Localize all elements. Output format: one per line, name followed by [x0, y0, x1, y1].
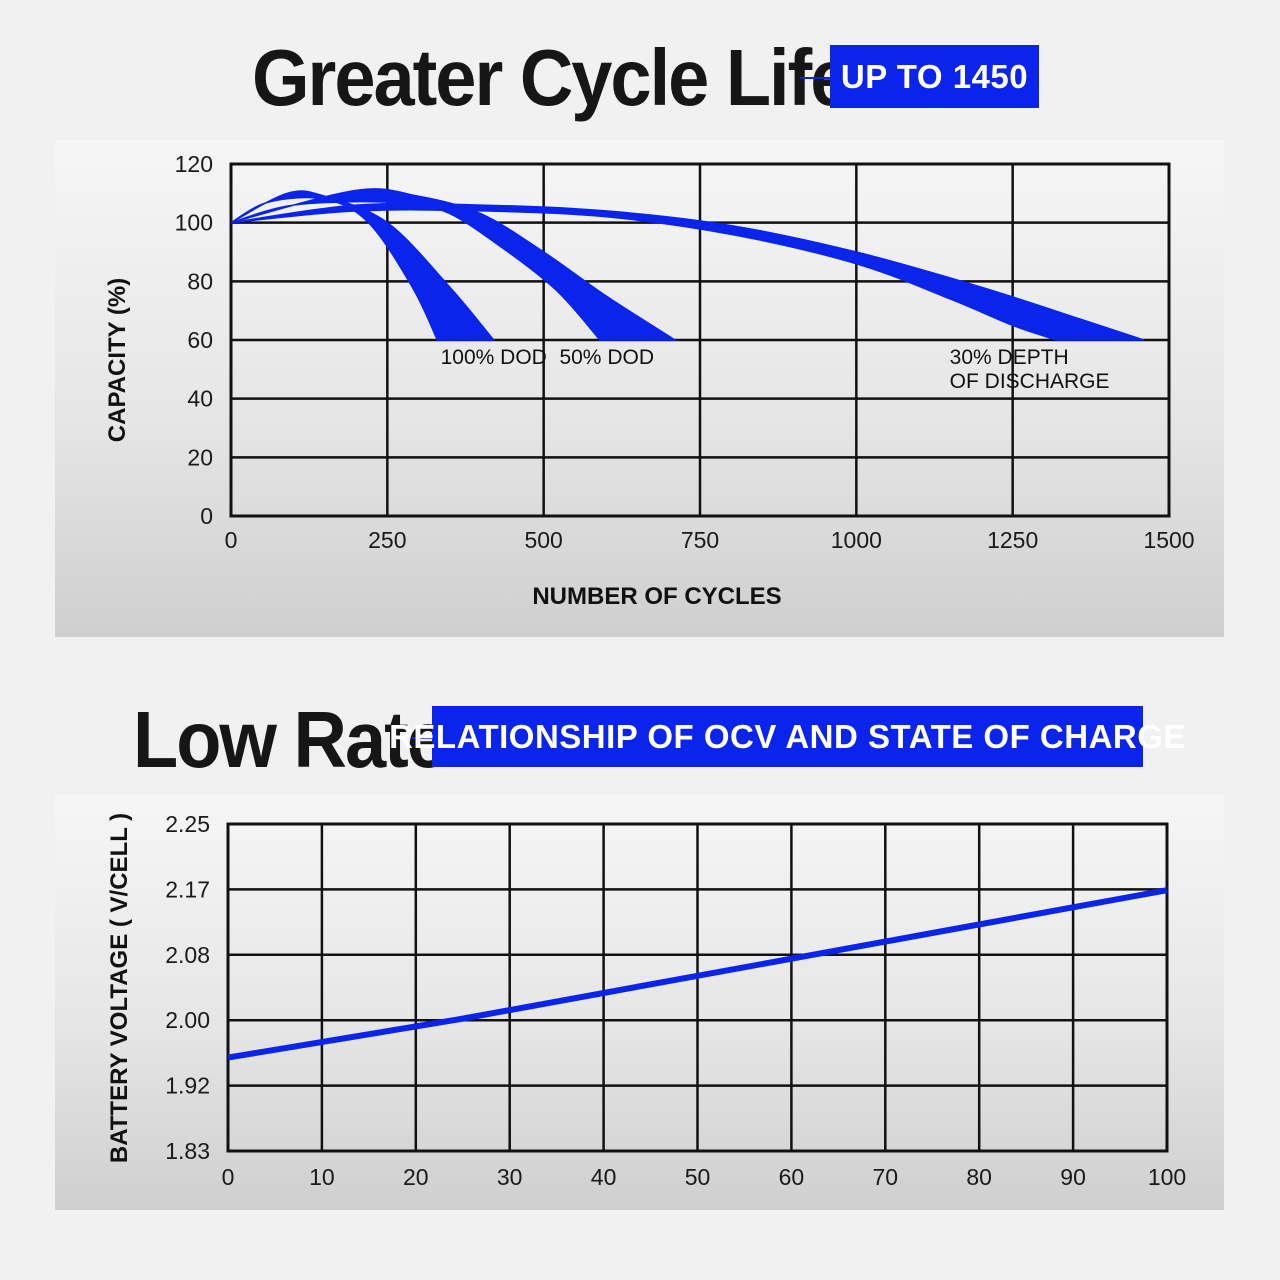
x-tick-label: 20: [403, 1164, 429, 1190]
cycle-life-chart: 0 250 500 750 1000 1250 1500 0 20 40 60 80 100 120 100…: [104, 151, 1195, 610]
y-tick-label: 1.83: [165, 1138, 210, 1164]
y-axis-title: CAPACITY (%): [104, 278, 131, 442]
capacity-band-3: [230, 202, 1145, 341]
ocv-relationship-badge: RELATIONSHIP OF OCV AND STATE OF CHARGE: [389, 706, 1185, 767]
series-annotation: OF DISCHARGE: [950, 370, 1110, 393]
x-tick-label: 60: [779, 1164, 805, 1190]
chart1-title: Greater Cycle Life: [252, 32, 851, 123]
x-tick-label: 80: [966, 1164, 992, 1190]
x-tick-label: 1000: [831, 527, 882, 553]
y-tick-label: 60: [187, 327, 213, 353]
x-tick-label: 10: [309, 1164, 335, 1190]
y-tick-label: 1.92: [165, 1073, 210, 1099]
y-tick-label: 2.25: [165, 811, 210, 837]
y-tick-label: 40: [187, 386, 213, 412]
x-tick-label: 1250: [987, 527, 1038, 553]
x-tick-label: 500: [524, 527, 562, 553]
y-tick-label: 2.00: [165, 1007, 210, 1033]
x-tick-label: 1500: [1143, 527, 1194, 553]
y-axis-title: BATTERY VOLTAGE ( V/CELL ): [106, 813, 133, 1163]
x-tick-label: 40: [591, 1164, 617, 1190]
x-tick-label: 100: [1148, 1164, 1186, 1190]
plot-frame: [229, 162, 1171, 518]
y-tick-label: 2.17: [165, 876, 210, 902]
cycle-count-badge: UP TO 1450: [830, 45, 1039, 108]
series-annotation: 30% DEPTH: [950, 346, 1069, 369]
y-tick-label: 2.08: [165, 942, 210, 968]
ocv-chart-panel: [55, 795, 1224, 1210]
x-tick-label: 0: [225, 527, 238, 553]
x-tick-label: 50: [685, 1164, 711, 1190]
y-tick-label: 100: [175, 210, 213, 236]
series-annotation: 50% DOD: [559, 346, 654, 369]
y-tick-label: 120: [175, 151, 213, 177]
plot-frame: [226, 822, 1169, 1153]
title-connector-line: [800, 77, 830, 79]
y-tick-label: 0: [200, 503, 213, 529]
x-axis-title: NUMBER OF CYCLES: [532, 583, 781, 610]
title-connector-line: [412, 737, 432, 739]
x-tick-label: 750: [681, 527, 719, 553]
x-tick-label: 250: [368, 527, 406, 553]
y-tick-label: 20: [187, 444, 213, 470]
capacity-band-2: [230, 188, 678, 341]
x-tick-label: 0: [222, 1164, 235, 1190]
series-annotation: 100% DOD: [441, 346, 547, 369]
x-tick-label: 30: [497, 1164, 523, 1190]
x-tick-label: 90: [1060, 1164, 1086, 1190]
chart2-title: Low Rate: [133, 694, 448, 785]
capacity-band-1: [230, 190, 496, 341]
y-tick-label: 80: [187, 268, 213, 294]
x-tick-label: 70: [873, 1164, 899, 1190]
